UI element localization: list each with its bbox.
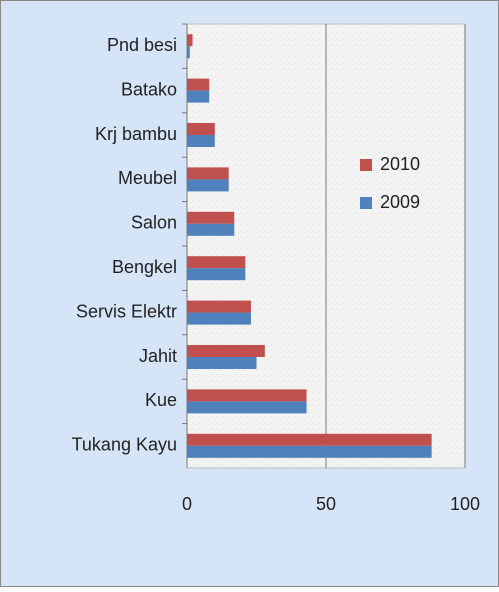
bar (187, 90, 210, 103)
bar (187, 46, 190, 59)
x-tick-label: 100 (450, 494, 480, 514)
y-tick-label: Salon (131, 213, 177, 233)
bar (187, 300, 251, 313)
bar (187, 389, 307, 402)
bar (187, 123, 215, 135)
bar (187, 345, 265, 357)
x-tick-label: 0 (182, 494, 192, 514)
bar (187, 312, 251, 325)
bar (187, 256, 246, 269)
y-tick-label: Kue (145, 390, 177, 410)
y-tick-label: Bengkel (112, 257, 177, 277)
bar (187, 167, 229, 180)
bar (187, 78, 210, 91)
bar (187, 211, 235, 224)
legend-label: 2009 (380, 192, 420, 212)
bar (187, 433, 432, 446)
bar (187, 445, 432, 458)
bar (187, 357, 257, 369)
bar (187, 34, 193, 47)
y-tick-label: Tukang Kayu (72, 435, 177, 455)
y-tick-label: Batako (121, 79, 177, 99)
bar (187, 135, 215, 147)
bar (187, 268, 246, 281)
y-tick-label: Jahit (139, 346, 177, 366)
y-tick-label: Servis Elektr (76, 301, 177, 321)
bar (187, 179, 229, 192)
y-tick-label: Meubel (118, 168, 177, 188)
y-tick-label: Pnd besi (107, 35, 177, 55)
bar (187, 223, 235, 236)
legend-label: 2010 (380, 154, 420, 174)
legend-swatch (360, 159, 372, 171)
y-tick-label: Krj bambu (95, 124, 177, 144)
legend-swatch (360, 197, 372, 209)
x-tick-label: 50 (316, 494, 336, 514)
bar (187, 401, 307, 414)
